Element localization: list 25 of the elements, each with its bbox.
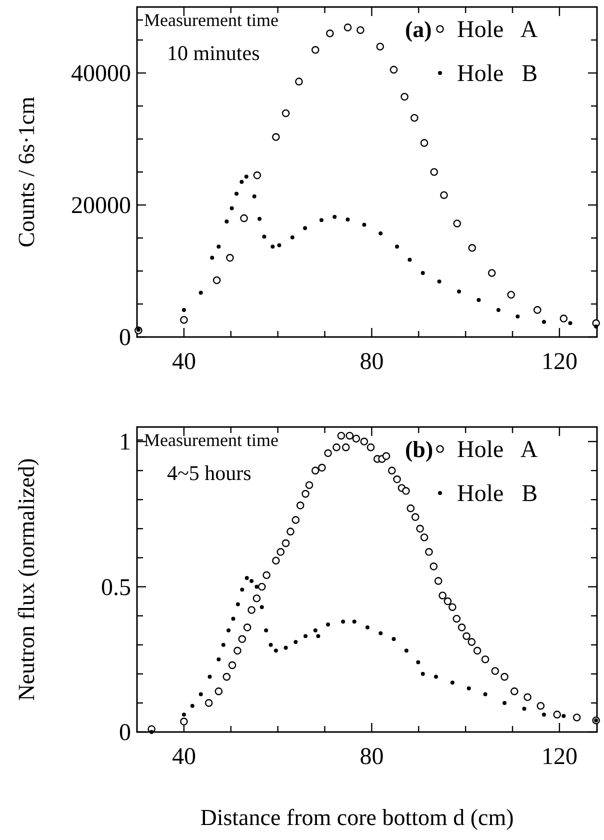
y-tick-label: 1: [119, 430, 131, 456]
x-tick-label: 80: [360, 349, 384, 375]
legend-label: Hole B: [457, 61, 538, 87]
y-tick-label: 0: [119, 720, 131, 746]
legend-label: Hole A: [457, 437, 538, 463]
y-tick-label: 20000: [71, 193, 131, 219]
x-tick-label: 40: [172, 744, 196, 770]
annotation: Measurement time: [144, 430, 278, 450]
annotation: 4~5 hours: [167, 461, 252, 485]
x-tick-label: 120: [541, 349, 578, 375]
x-tick-label: 80: [360, 744, 384, 770]
x-tick-label: 40: [172, 349, 196, 375]
y-axis-title: Counts / 6s·1cm: [14, 96, 39, 248]
y-axis-title: Neutron flux (normalized): [14, 458, 39, 701]
annotation: 10 minutes: [167, 41, 260, 65]
x-tick-label: 120: [541, 744, 578, 770]
annotation: (b): [405, 437, 434, 462]
y-tick-label: 0.5: [101, 574, 131, 601]
annotation: (a): [405, 17, 432, 42]
legend-label: Hole A: [457, 17, 538, 43]
legend-label: Hole B: [457, 481, 538, 507]
y-tick-label: 0: [119, 325, 131, 351]
y-tick-label: 40000: [71, 61, 131, 87]
annotation: Measurement time: [144, 10, 278, 30]
x-axis-title: Distance from core bottom d (cm): [200, 805, 514, 830]
